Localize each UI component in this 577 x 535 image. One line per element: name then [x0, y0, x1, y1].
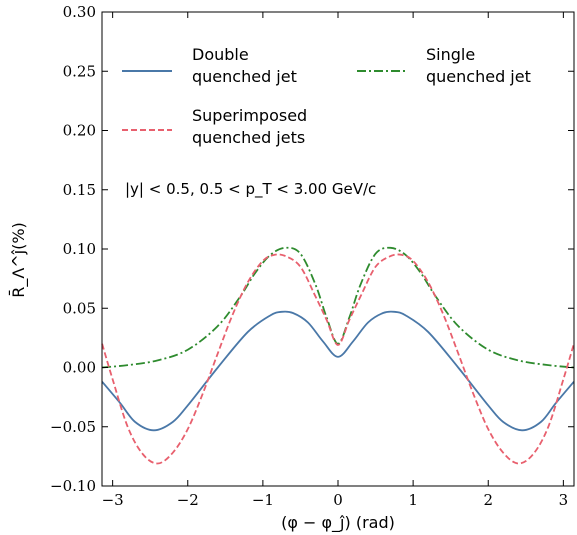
- ticks: −3 −2 −1 0 1 2 3 −0.10 −0.05 0.00 0.05 0.10 0.15 0.20…: [50, 3, 574, 509]
- x-tick-label: 2: [483, 491, 493, 509]
- y-tick-label: 0.10: [63, 240, 96, 258]
- x-tick-label: 0: [333, 491, 343, 509]
- y-tick-label: 0.05: [63, 299, 96, 317]
- series-line-0: [101, 310, 575, 432]
- y-tick-label: 0.15: [63, 181, 96, 199]
- y-axis-label: R̄_Λ^ĵ(%): [9, 222, 29, 298]
- kinematic-cuts-annotation: |y| < 0.5, 0.5 < p_T < 3.00 GeV/c: [125, 180, 376, 199]
- x-tick-label: 3: [559, 491, 569, 509]
- y-tick-label: 0.00: [63, 359, 96, 377]
- y-tick-label: 0.25: [63, 62, 96, 80]
- legend-label-superimposed-line1: Superimposed: [192, 106, 307, 125]
- x-axis-label: (φ − φ_ĵ) (rad): [281, 513, 395, 533]
- y-tick-label: 0.30: [63, 3, 96, 21]
- x-tick-label: −2: [177, 491, 199, 509]
- series-line-1: [102, 246, 574, 369]
- legend: Double quenched jet Single quenched jet …: [122, 45, 531, 147]
- y-tick-label: −0.10: [50, 477, 96, 495]
- x-tick-label: −1: [252, 491, 274, 509]
- y-tick-label: 0.20: [63, 122, 96, 140]
- legend-label-double-line2: quenched jet: [192, 67, 297, 86]
- x-tick-label: −3: [102, 491, 124, 509]
- legend-label-double-line1: Double: [192, 45, 249, 64]
- series-line-2: [101, 253, 575, 465]
- y-tick-label: −0.05: [50, 418, 96, 436]
- legend-label-single-line2: quenched jet: [426, 67, 531, 86]
- curves: [101, 246, 575, 465]
- x-tick-label: 1: [408, 491, 418, 509]
- legend-label-superimposed-line2: quenched jets: [192, 128, 305, 147]
- legend-label-single-line1: Single: [426, 45, 475, 64]
